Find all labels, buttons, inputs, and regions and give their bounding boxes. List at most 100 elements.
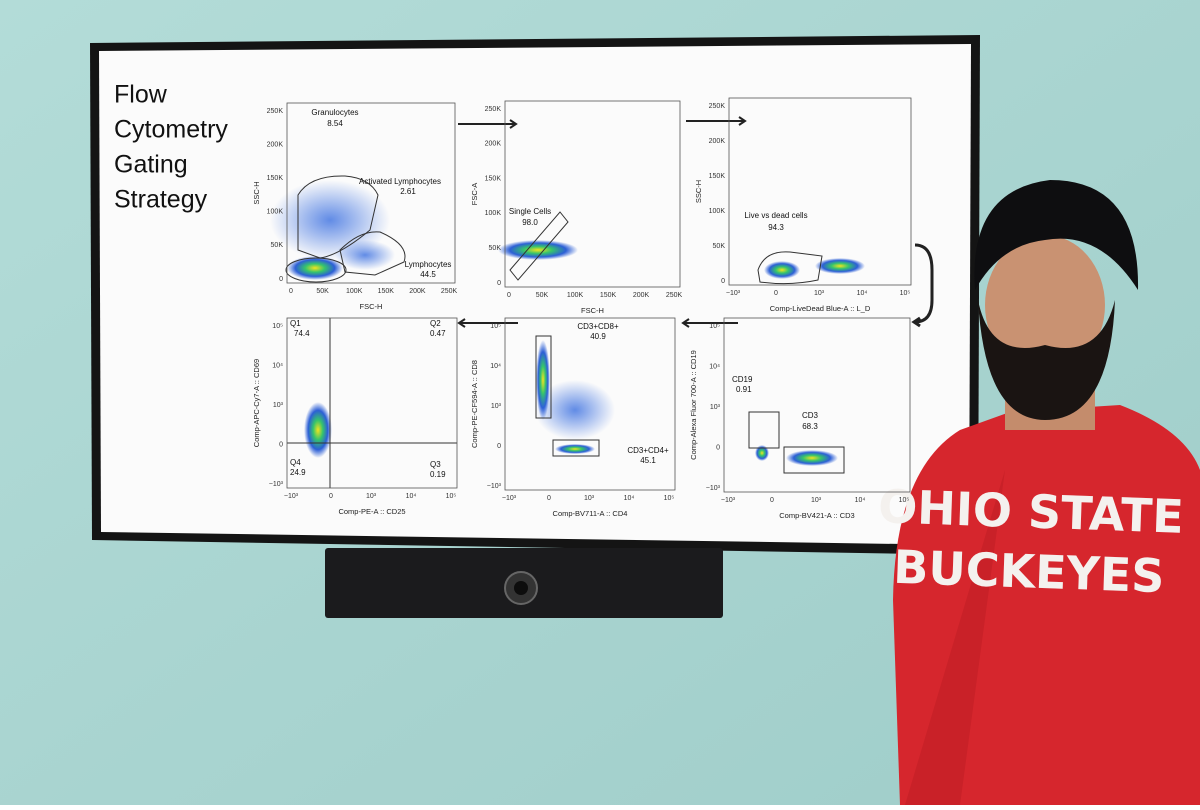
y-tick-label: 10⁵ xyxy=(490,323,501,330)
y-tick-label: 10³ xyxy=(710,404,721,411)
gate-outline xyxy=(297,175,379,259)
x-tick-label: 10⁵ xyxy=(446,493,457,500)
y-tick-label: 100K xyxy=(709,208,726,215)
y-tick-label: 0 xyxy=(497,280,501,287)
plot-frame xyxy=(286,102,456,284)
y-tick-label: 200K xyxy=(485,141,502,148)
shirt-line: OHIO STATE xyxy=(877,479,1184,544)
x-tick-label: 10³ xyxy=(584,495,595,502)
gate-name: Q1 xyxy=(290,319,301,328)
plot-panel: 250K 200K 150K 100K 50K 00 50K 100K 150K 200K 250K… xyxy=(470,100,683,315)
gate-name: Activated Lymphocytes xyxy=(359,177,441,186)
gate-outline xyxy=(535,335,552,419)
cell-density xyxy=(555,444,595,454)
x-tick-label: 10⁴ xyxy=(406,493,417,500)
x-axis-label: Comp-PE-A :: CD25 xyxy=(338,507,405,516)
title-line: Cytometry xyxy=(114,116,228,144)
cell-density xyxy=(335,240,395,270)
plot-frame xyxy=(504,100,681,288)
plot-panel: 10⁵ 10⁴ 10³ 0 −10³−10³ 0 10³ 10⁴ 10⁵ Comp-BV421-A… xyxy=(689,317,911,520)
y-tick-label: −10³ xyxy=(269,481,284,488)
gate-percent: 98.0 xyxy=(522,218,538,227)
gate-name: CD3 xyxy=(802,411,819,420)
gate-shapes xyxy=(285,175,406,283)
camera-lens xyxy=(514,581,528,595)
y-axis-label: Comp-APC-Cy7-A :: CD69 xyxy=(252,359,261,447)
gate-outline xyxy=(748,411,780,449)
gate-percent: 8.54 xyxy=(327,119,343,128)
gate-name: Q3 xyxy=(430,460,441,469)
plot-frame xyxy=(286,317,458,489)
x-tick-label: 0 xyxy=(507,292,511,299)
x-tick-label: 0 xyxy=(770,497,774,504)
gate-name: Granulocytes xyxy=(311,108,358,117)
gate-shapes xyxy=(509,211,569,281)
y-tick-label: 150K xyxy=(267,175,284,182)
cell-density xyxy=(786,450,838,466)
y-tick-label: 250K xyxy=(267,108,284,115)
y-tick-label: 0 xyxy=(279,441,283,448)
plot-panel: 250K 200K 150K 100K 50K 00 50K 100K 150K 200K 250K… xyxy=(252,102,458,311)
y-tick-label: 200K xyxy=(267,141,284,148)
x-tick-label: 250K xyxy=(666,292,683,299)
gate-percent: 45.1 xyxy=(640,456,656,465)
y-axis-label: FSC-A xyxy=(470,183,479,206)
x-tick-label: 50K xyxy=(316,288,329,295)
cell-density xyxy=(755,445,769,461)
gate-outline xyxy=(509,211,569,281)
y-tick-label: 10⁵ xyxy=(709,323,720,330)
gate-percent: 0.19 xyxy=(430,470,446,479)
beard xyxy=(978,300,1115,420)
x-tick-label: 10⁵ xyxy=(900,290,911,297)
x-tick-label: 100K xyxy=(567,292,584,299)
gate-name: Single Cells xyxy=(509,207,551,216)
x-tick-label: −10³ xyxy=(721,497,736,504)
plot-panel: 10⁵ 10⁴ 10³ 0 −10³−10³ 0 10³ 10⁴ 10⁵ Comp-BV711-A… xyxy=(470,317,676,518)
x-tick-label: 250K xyxy=(441,288,458,295)
gate-percent: 68.3 xyxy=(802,422,818,431)
cell-density xyxy=(270,180,390,260)
plot-frame xyxy=(728,97,912,286)
x-tick-label: 0 xyxy=(547,495,551,502)
x-tick-label: 10³ xyxy=(811,497,822,504)
gate-percent: 94.3 xyxy=(768,223,784,232)
gate-outline xyxy=(757,251,823,285)
x-axis-label: FSC-H xyxy=(360,302,383,311)
x-tick-label: 10⁴ xyxy=(857,290,868,297)
y-axis-label: Comp-PE-CF594-A :: CD8 xyxy=(470,360,479,448)
y-tick-label: 250K xyxy=(485,106,502,113)
y-axis-label: SSC-H xyxy=(252,181,261,204)
cell-density xyxy=(287,256,343,280)
x-axis-label: Comp-LiveDead Blue-A :: L_D xyxy=(770,304,871,313)
y-tick-label: 200K xyxy=(709,138,726,145)
x-tick-label: 0 xyxy=(774,290,778,297)
y-tick-label: 50K xyxy=(713,243,726,250)
gate-name: CD3+CD4+ xyxy=(627,446,669,455)
x-tick-label: 150K xyxy=(600,292,617,299)
x-tick-label: 150K xyxy=(378,288,395,295)
shirt-line: BUCKEYES xyxy=(892,540,1165,603)
person xyxy=(893,180,1200,805)
y-tick-label: 10⁴ xyxy=(272,362,283,369)
y-tick-label: 10⁴ xyxy=(490,363,501,370)
y-tick-label: 0 xyxy=(721,278,725,285)
x-tick-label: 0 xyxy=(289,288,293,295)
y-tick-label: 0 xyxy=(716,444,720,451)
gate-name: CD19 xyxy=(732,375,753,384)
gate-outline xyxy=(285,257,347,283)
gate-outline xyxy=(783,446,845,474)
y-tick-label: 10⁴ xyxy=(709,363,720,370)
gate-shapes xyxy=(287,318,457,488)
x-tick-label: 0 xyxy=(329,493,333,500)
x-tick-label: 10⁵ xyxy=(899,497,910,504)
x-tick-label: −10³ xyxy=(502,495,517,502)
y-tick-label: 10⁵ xyxy=(272,323,283,330)
face xyxy=(985,235,1105,375)
gate-percent: 0.47 xyxy=(430,329,446,338)
x-tick-label: 200K xyxy=(409,288,426,295)
turban xyxy=(974,180,1139,290)
y-axis-label: Comp-Alexa Fluor 700-A :: CD19 xyxy=(689,350,698,460)
gate-name: Q2 xyxy=(430,319,441,328)
x-axis-label: FSC-H xyxy=(581,306,604,315)
